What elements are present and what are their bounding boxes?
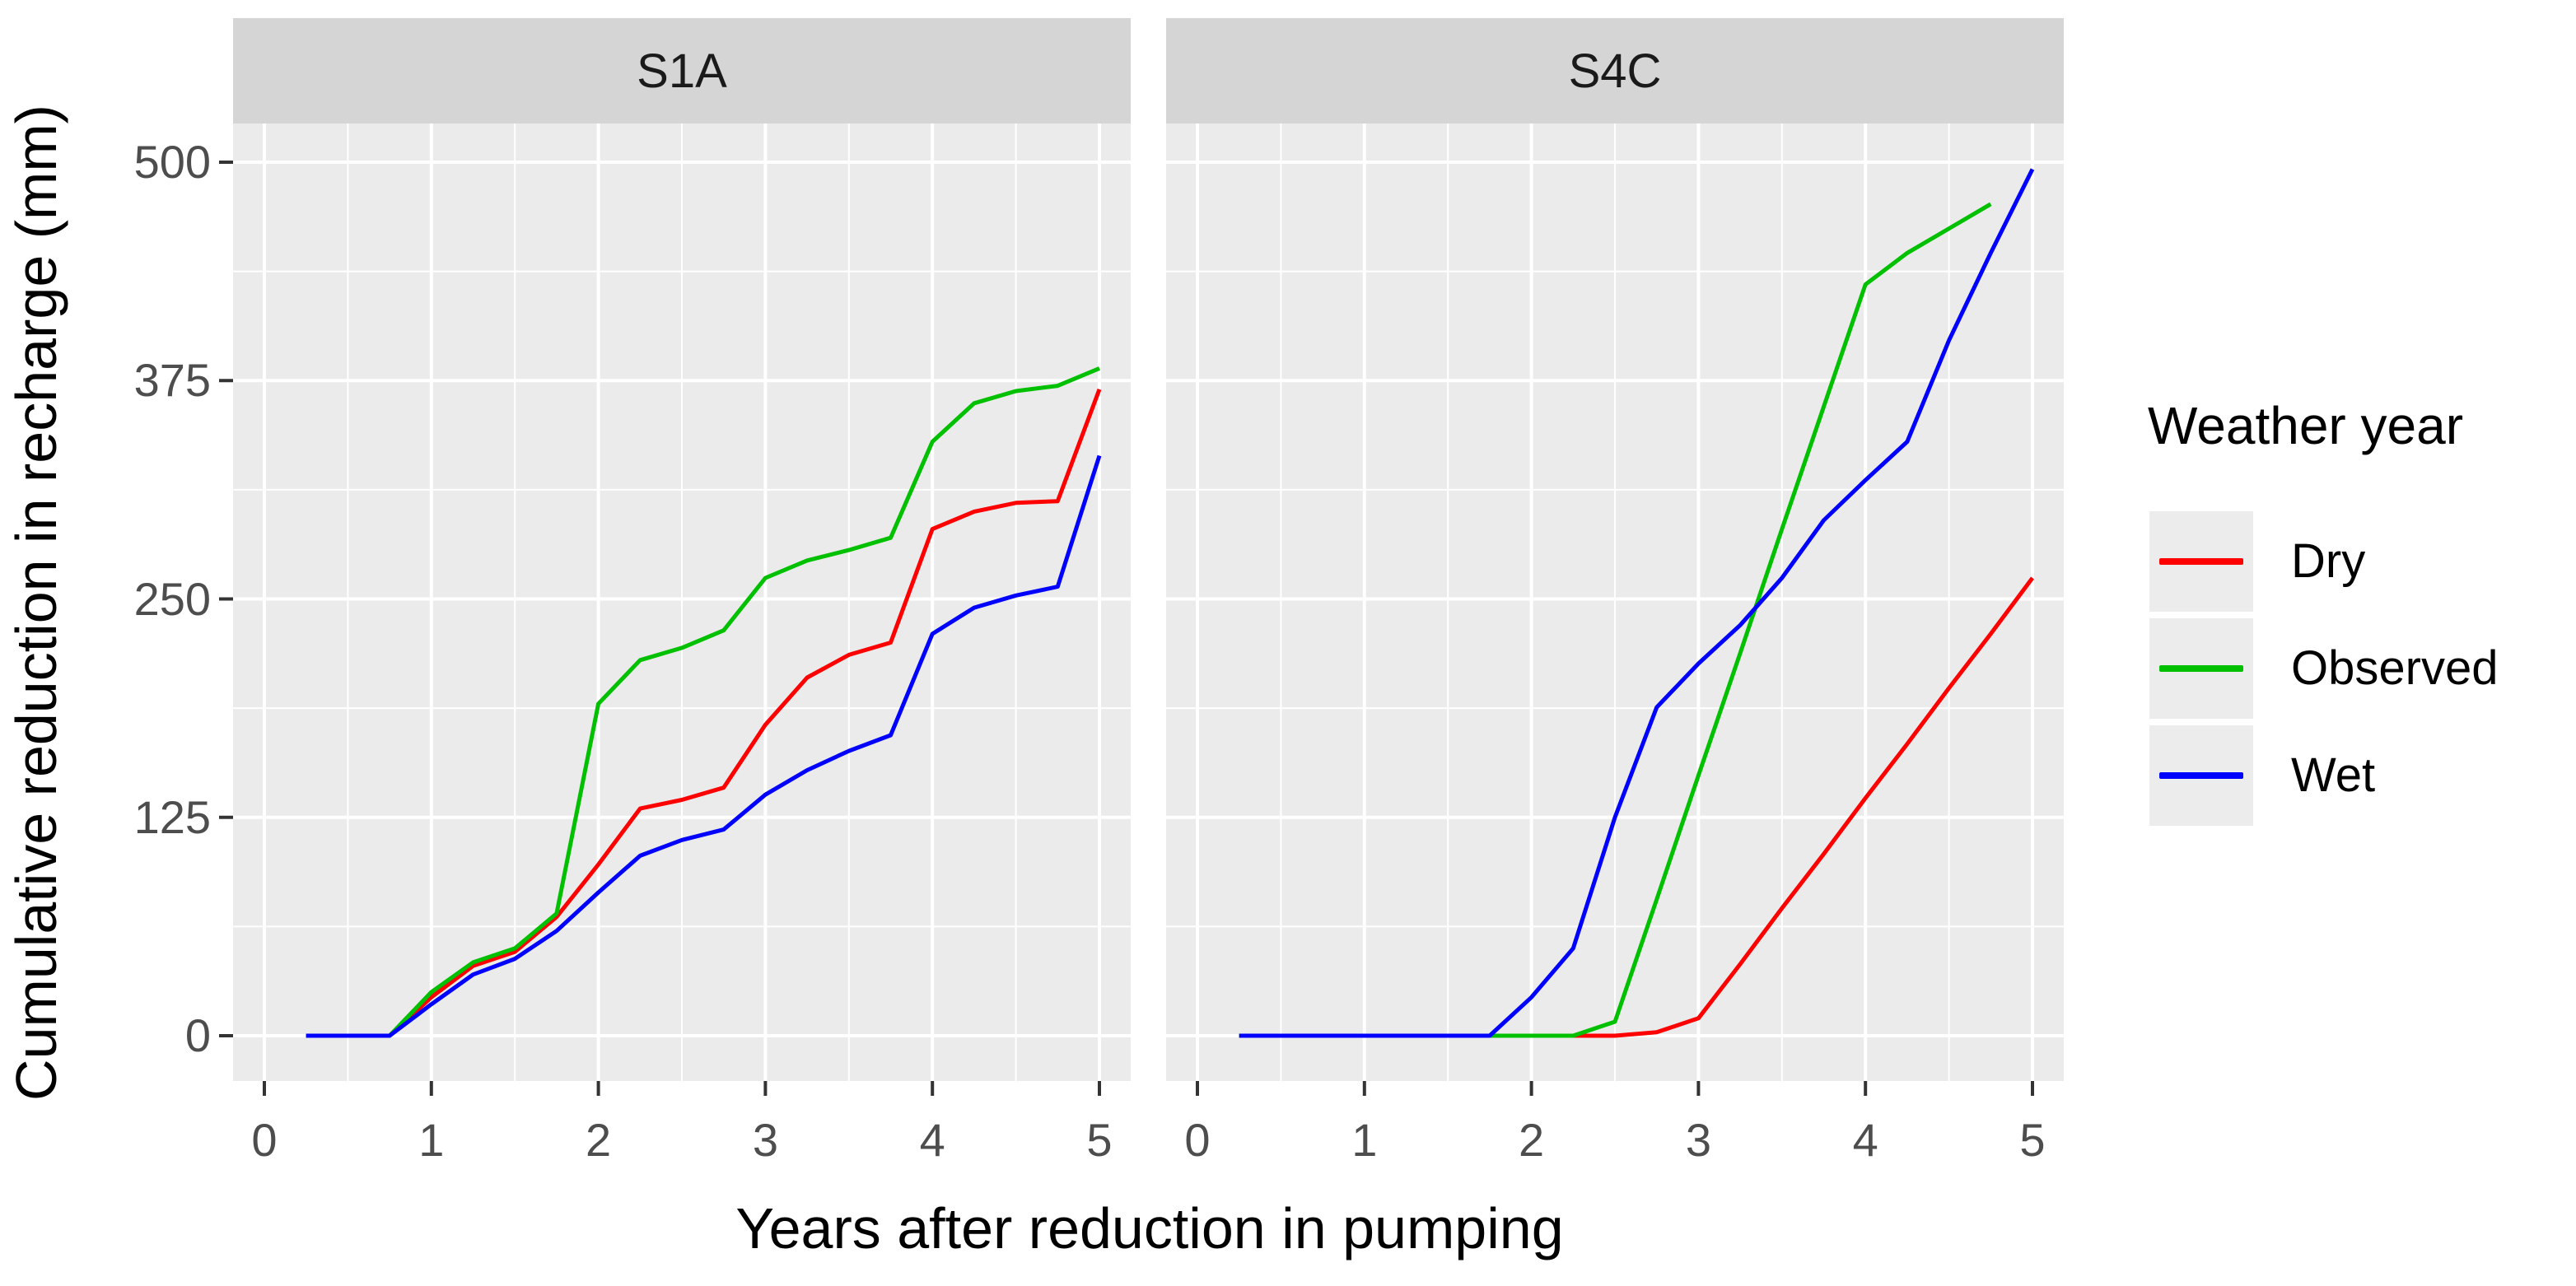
facet-label-s4c: S4C bbox=[1568, 44, 1662, 98]
wet-line-s1a bbox=[306, 454, 1102, 1038]
y-axis-title: Cumulative reduction in recharge (mm) bbox=[4, 105, 68, 1101]
plot-panel-s1a bbox=[233, 123, 1131, 1081]
wet-line-swatch bbox=[2159, 772, 2243, 779]
dry-line-swatch bbox=[2159, 558, 2243, 565]
x-tick-label-panel1-0: 0 bbox=[251, 1114, 278, 1166]
observed-line-swatch bbox=[2159, 665, 2243, 672]
facet-strip-s4c: S4C bbox=[1166, 18, 2064, 123]
x-tick-label-panel1-3: 3 bbox=[752, 1114, 778, 1166]
legend-title: Weather year bbox=[2148, 396, 2463, 455]
x-tick-label-panel2-1: 1 bbox=[1351, 1114, 1378, 1166]
y-tick-label-0: 0 bbox=[184, 1009, 211, 1061]
y-tick-label-500: 500 bbox=[133, 136, 211, 188]
x-tick-label-panel2-3: 3 bbox=[1685, 1114, 1711, 1166]
dry-line-s1a bbox=[306, 389, 1102, 1038]
y-tick-label-250: 250 bbox=[133, 572, 211, 625]
wet-line-s4c bbox=[1239, 168, 2035, 1038]
facet-label-s1a: S1A bbox=[637, 44, 727, 98]
x-tick-label-panel1-5: 5 bbox=[1086, 1114, 1113, 1166]
legend-label-dry: Dry bbox=[2291, 534, 2366, 588]
x-axis-title: Years after reduction in pumping bbox=[735, 1196, 1564, 1260]
legend-label-wet: Wet bbox=[2291, 748, 2376, 802]
legend-label-observed: Observed bbox=[2291, 641, 2499, 695]
legend-key-wet bbox=[2149, 725, 2253, 826]
x-tick-label-panel2-4: 4 bbox=[1852, 1114, 1878, 1166]
observed-line-s1a bbox=[306, 366, 1100, 1038]
x-tick-label-panel2-2: 2 bbox=[1519, 1114, 1545, 1166]
x-tick-label-panel2-0: 0 bbox=[1184, 1114, 1211, 1166]
legend-key-observed bbox=[2149, 618, 2253, 719]
x-tick-label-panel1-2: 2 bbox=[586, 1114, 612, 1166]
plot-panel-s4c bbox=[1166, 123, 2064, 1081]
y-tick-label-375: 375 bbox=[133, 354, 211, 407]
x-tick-label-panel2-5: 5 bbox=[2019, 1114, 2046, 1166]
facet-strip-s1a: S1A bbox=[233, 18, 1131, 123]
y-tick-label-125: 125 bbox=[133, 790, 211, 843]
x-tick-label-panel1-1: 1 bbox=[418, 1114, 445, 1166]
legend-key-dry bbox=[2149, 511, 2253, 612]
x-tick-label-panel1-4: 4 bbox=[919, 1114, 945, 1166]
panel-svg-s4c bbox=[1166, 123, 2064, 1081]
panel-svg-s1a bbox=[233, 123, 1131, 1081]
